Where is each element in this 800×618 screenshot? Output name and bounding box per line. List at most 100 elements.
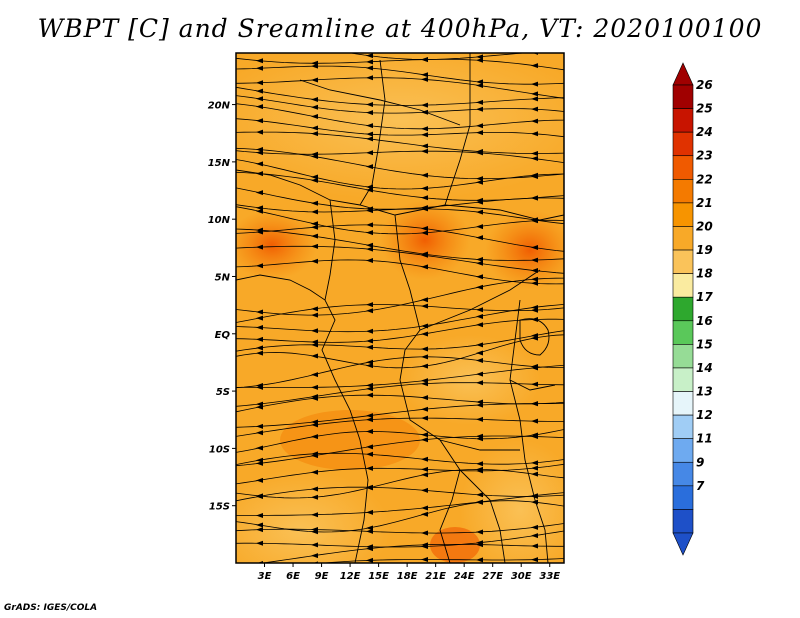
lon-label: 27E: [482, 571, 503, 582]
streamline-arrow: [256, 315, 263, 321]
streamline-arrow: [366, 417, 373, 423]
field-north-light: [236, 53, 564, 200]
streamline-arrow: [421, 363, 428, 369]
colorbar-label: 23: [696, 149, 713, 163]
lat-label: 10N: [208, 215, 231, 226]
streamline: [236, 206, 564, 235]
streamline-arrow: [531, 150, 538, 156]
streamline-arrow: [311, 451, 318, 457]
colorbar-box: [672, 131, 694, 157]
streamline-arrow: [421, 395, 428, 401]
streamline-arrow: [531, 156, 538, 162]
border-line: [519, 318, 550, 356]
streamline-arrow: [366, 428, 373, 434]
streamline-arrow: [531, 245, 538, 251]
colorbar-box: [672, 438, 694, 463]
lon-label: 12E: [340, 571, 361, 582]
streamline-arrow: [476, 466, 483, 472]
lon-label: 30E: [511, 571, 532, 582]
colorbar-box: [672, 249, 694, 274]
lat-label: 5N: [215, 272, 231, 283]
streamline-arrow: [531, 218, 538, 224]
streamline-arrow: [366, 53, 373, 59]
streamline-arrow: [421, 226, 428, 232]
lat-label: 20N: [208, 101, 231, 112]
border-line: [236, 274, 369, 563]
streamline-arrow: [256, 205, 263, 211]
streamline-arrow: [421, 126, 428, 132]
colorbar-box: [672, 391, 694, 416]
streamline-arrow: [476, 274, 483, 280]
streamline-arrow: [531, 81, 538, 87]
streamline-arrow: [311, 312, 318, 318]
streamline-arrow: [256, 350, 263, 356]
colorbar-box: [672, 108, 694, 133]
streamline: [236, 468, 564, 499]
streamline: [259, 544, 564, 563]
streamline: [236, 224, 564, 252]
streamline-arrow: [256, 384, 263, 390]
streamline-arrow: [311, 527, 318, 533]
field-max-west: [236, 210, 317, 280]
streamline-arrow: [531, 365, 538, 371]
chart-title: WBPT [C] and Sreamline at 400hPa, VT: 20…: [37, 14, 763, 43]
streamline-arrow: [366, 344, 373, 350]
streamline-arrow: [421, 297, 428, 303]
streamline-arrow: [476, 529, 483, 535]
colorbar-label: 15: [696, 337, 713, 351]
streamline-arrow: [366, 525, 373, 531]
streamline-arrow: [256, 227, 263, 233]
streamline: [236, 452, 564, 465]
streamline: [236, 204, 564, 225]
border-line: [509, 299, 549, 563]
streamline-arrow: [531, 118, 538, 124]
streamline-arrow: [531, 276, 538, 282]
streamline-arrow: [366, 59, 373, 65]
streamline-arrow: [366, 110, 373, 116]
streamline-arrow: [476, 416, 483, 422]
lon-label: 3E: [258, 571, 272, 582]
streamline-arrow: [311, 553, 318, 559]
colorbar-bottom-triangle: [672, 532, 694, 556]
streamline-arrow: [476, 313, 483, 319]
streamline-arrow: [256, 404, 263, 410]
streamline: [236, 318, 564, 343]
streamline: [236, 463, 564, 485]
border-line: [236, 169, 564, 221]
streamline-arrow: [531, 106, 538, 112]
streamline-arrow: [421, 466, 428, 472]
colorbar-label: 9: [696, 455, 704, 469]
streamline-arrow: [476, 357, 483, 363]
field-south-orange: [280, 410, 420, 470]
border-line: [439, 439, 520, 451]
streamline: [236, 245, 564, 274]
streamline-arrow: [366, 363, 373, 369]
streamline-arrow: [256, 80, 263, 86]
streamline: [236, 330, 564, 352]
colorbar-top-triangle: [672, 62, 694, 86]
streamline-arrow: [476, 123, 483, 129]
streamline-arrow: [531, 131, 538, 137]
lat-label: 15N: [208, 158, 231, 169]
border-line: [359, 59, 386, 206]
streamline-arrow: [531, 381, 538, 387]
streamline-arrow: [476, 179, 483, 185]
streamline-arrow: [256, 522, 263, 528]
border-line: [459, 469, 506, 563]
streamline: [236, 492, 564, 516]
streamline-arrow: [256, 96, 263, 102]
streamline-arrow: [311, 224, 318, 230]
streamline-arrow: [421, 415, 428, 421]
streamline-arrow: [256, 88, 263, 94]
streamline-arrow: [421, 406, 428, 412]
streamline-arrow: [366, 509, 373, 515]
streamline-arrow: [311, 243, 318, 249]
streamline-arrow: [421, 437, 428, 443]
streamline-arrow: [531, 63, 538, 69]
streamline-arrow: [476, 433, 483, 439]
streamline-arrow: [476, 402, 483, 408]
streamline-arrow: [421, 381, 428, 387]
streamline-arrow: [366, 484, 373, 490]
streamline-arrow: [256, 147, 263, 153]
streamline-arrow: [476, 224, 483, 230]
